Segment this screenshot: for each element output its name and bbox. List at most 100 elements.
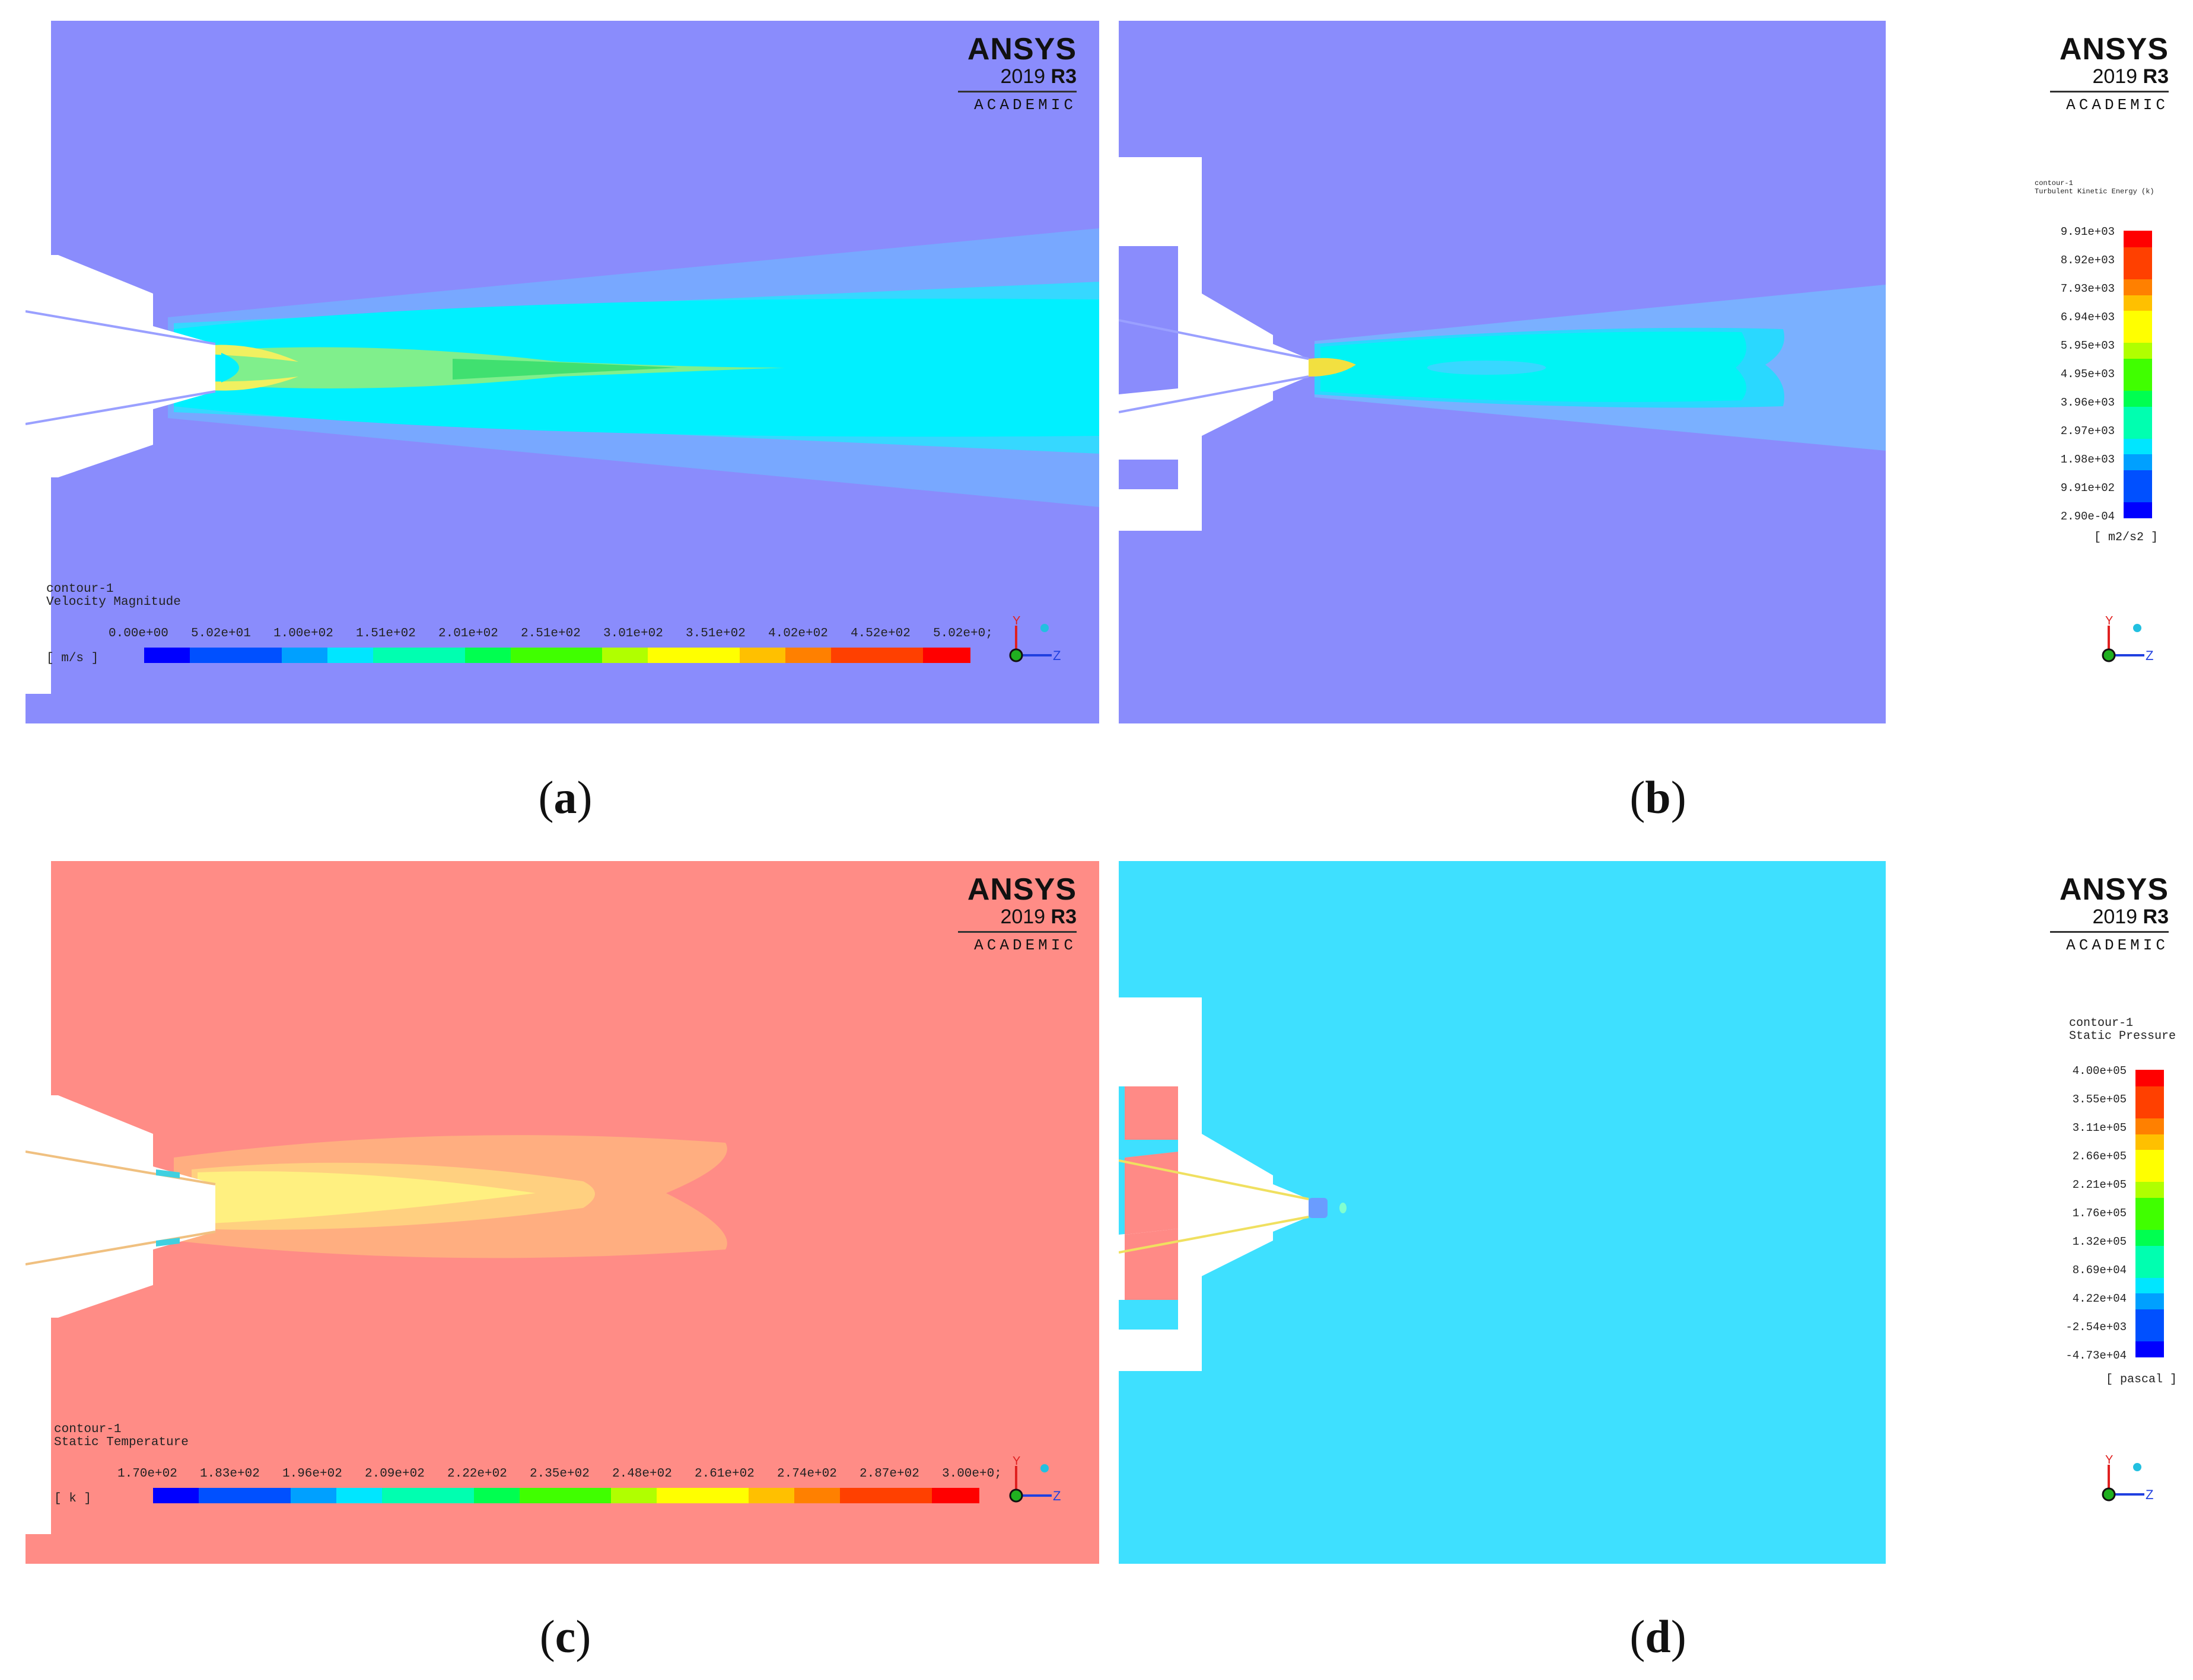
axis-triad-icon: Y Z <box>2102 1453 2153 1502</box>
panel-c-temperature-contour: ANSYS 2019 R3 ACADEMIC contour-1 Static … <box>26 861 1099 1564</box>
colorbar-tick-label: 3.00e+0; <box>942 1467 1002 1481</box>
colorbar-tick-label: 9.91e+03 <box>2060 225 2115 238</box>
colorbar-tick-label: 3.01e+02 <box>603 627 663 640</box>
nozzle-exit-region <box>221 353 239 382</box>
colorbar-segment <box>2135 1341 2164 1357</box>
colorbar-tick-label: 5.95e+03 <box>2060 339 2115 352</box>
colorbar-segment <box>2135 1181 2164 1198</box>
legend-title-line1: contour-1 <box>46 582 114 596</box>
colorbar-tick-label: 5.02e+0; <box>933 627 993 640</box>
svg-text:Z: Z <box>2146 648 2153 663</box>
logo-edition: ACADEMIC <box>974 96 1077 114</box>
svg-text:Y: Y <box>1013 614 1020 627</box>
logo-name: ANSYS <box>967 32 1077 66</box>
colorbar-segment <box>2135 1117 2164 1134</box>
colorbar-segment <box>2135 1229 2164 1246</box>
logo-version-number: 2019 <box>1000 65 1046 88</box>
colorbar-segment <box>2135 1245 2164 1262</box>
colorbar-segment <box>519 1488 567 1503</box>
nozzle-inner-line-lower <box>1119 1216 1309 1254</box>
colorbar-segment <box>190 648 238 663</box>
colorbar-tick-label: 2.01e+02 <box>438 627 498 640</box>
colorbar-segment <box>648 648 696 663</box>
logo-release: R3 <box>2143 906 2169 928</box>
colorbar-vertical-b <box>2124 231 2152 518</box>
logo-version: 2019 R3 <box>958 905 1077 933</box>
logo-release: R3 <box>2143 65 2169 88</box>
colorbar-tick-label: 7.93e+03 <box>2060 282 2115 295</box>
axis-triad-icon: Y Z <box>2102 614 2153 663</box>
plume-core <box>198 1171 536 1224</box>
nozzle-inner-line-lower <box>1119 375 1309 413</box>
colorbar-segment <box>153 1488 200 1503</box>
caption-c: (c) <box>539 1611 591 1662</box>
nozzle-inner-line-upper <box>26 1150 216 1185</box>
colorbar-tick-label: 2.09e+02 <box>365 1467 425 1481</box>
colorbar-tick-label: 2.35e+02 <box>530 1467 590 1481</box>
colorbar-tick-label: 1.70e+02 <box>117 1467 177 1481</box>
axis-triad-icon: Y Z <box>1009 614 1061 663</box>
colorbar-segment <box>2135 1277 2164 1294</box>
legend-title-line2: Velocity Magnitude <box>46 595 181 609</box>
nozzle-inner-line-upper <box>26 310 216 345</box>
logo-version: 2019 R3 <box>2050 905 2169 933</box>
svg-text:Z: Z <box>2146 1487 2153 1502</box>
legend-unit: [ m/s ] <box>46 652 99 665</box>
lip-cold-upper <box>156 1169 180 1178</box>
colorbar-segment <box>2124 231 2152 247</box>
colorbar-tick-label: 1.98e+03 <box>2060 453 2115 466</box>
logo-edition: ACADEMIC <box>974 936 1077 954</box>
colorbar-tick-label: 2.21e+05 <box>2072 1178 2127 1191</box>
colorbar-segment <box>464 648 513 663</box>
legend-title-line1: contour-1 <box>54 1423 122 1436</box>
colorbar-segment <box>840 1488 888 1503</box>
colorbar-segment <box>2124 470 2152 487</box>
colorbar-tick-label: 1.32e+05 <box>2072 1235 2127 1248</box>
colorbar-tick-label: 3.96e+03 <box>2060 396 2115 409</box>
svg-text:Y: Y <box>2105 614 2113 627</box>
exit-low-pressure <box>1309 1198 1328 1218</box>
colorbar-segment <box>2124 454 2152 471</box>
legend-title: contour-1 Velocity Magnitude <box>46 583 181 609</box>
plenum-bottom <box>1125 1229 1178 1300</box>
colorbar-segment <box>693 648 741 663</box>
colorbar-tick-label: 5.02e+01 <box>191 627 251 640</box>
temperature-contour-plot <box>26 861 1099 1564</box>
colorbar-tick-label: 0.00e+00 <box>109 627 168 640</box>
caption-b: (b) <box>1629 772 1686 823</box>
colorbar-segment <box>2124 358 2152 375</box>
colorbar-segment <box>2124 486 2152 503</box>
colorbar-segment <box>785 648 833 663</box>
colorbar-segment <box>2135 1261 2164 1278</box>
colorbar-segment <box>473 1488 521 1503</box>
legend-title-d: contour-1 Static Pressure <box>2069 1017 2176 1043</box>
colorbar-segment <box>2135 1197 2164 1214</box>
shock-cell-lower <box>203 377 298 391</box>
colorbar-segment <box>428 1488 476 1503</box>
jet-green-inner <box>453 359 678 380</box>
nozzle-inner-line-lower <box>26 1230 216 1265</box>
colorbar-vertical-d <box>2135 1070 2164 1357</box>
colorbar-segment <box>199 1488 247 1503</box>
colorbar-segment <box>2135 1085 2164 1102</box>
colorbar-segment <box>419 648 467 663</box>
caption-a: (a) <box>538 772 593 823</box>
logo-version: 2019 R3 <box>958 65 1077 93</box>
colorbar-segment <box>2135 1293 2164 1310</box>
colorbar-segment <box>327 648 375 663</box>
legend-title-line2: Turbulent Kinetic Energy (k) <box>2035 187 2154 196</box>
legend-unit-d: [ pascal ] <box>2106 1373 2178 1386</box>
colorbar-segment <box>2135 1309 2164 1326</box>
ansys-logo: ANSYS 2019 R3 ACADEMIC <box>958 34 1077 117</box>
colorbar-tick-label: 3.11e+05 <box>2072 1121 2127 1134</box>
logo-release: R3 <box>1051 906 1077 928</box>
legend-title-line2: Static Temperature <box>54 1436 189 1449</box>
colorbar-segment <box>794 1488 842 1503</box>
lip-cold-lower <box>156 1238 180 1247</box>
axis-triad-icon: Y Z <box>1009 1455 1061 1503</box>
colorbar-segment <box>290 1488 338 1503</box>
logo-name: ANSYS <box>2059 32 2169 66</box>
colorbar-segment <box>144 648 192 663</box>
ansys-logo-b: ANSYS 2019 R3 ACADEMIC <box>2050 34 2169 117</box>
legend-title-line1: contour-1 <box>2069 1016 2134 1030</box>
